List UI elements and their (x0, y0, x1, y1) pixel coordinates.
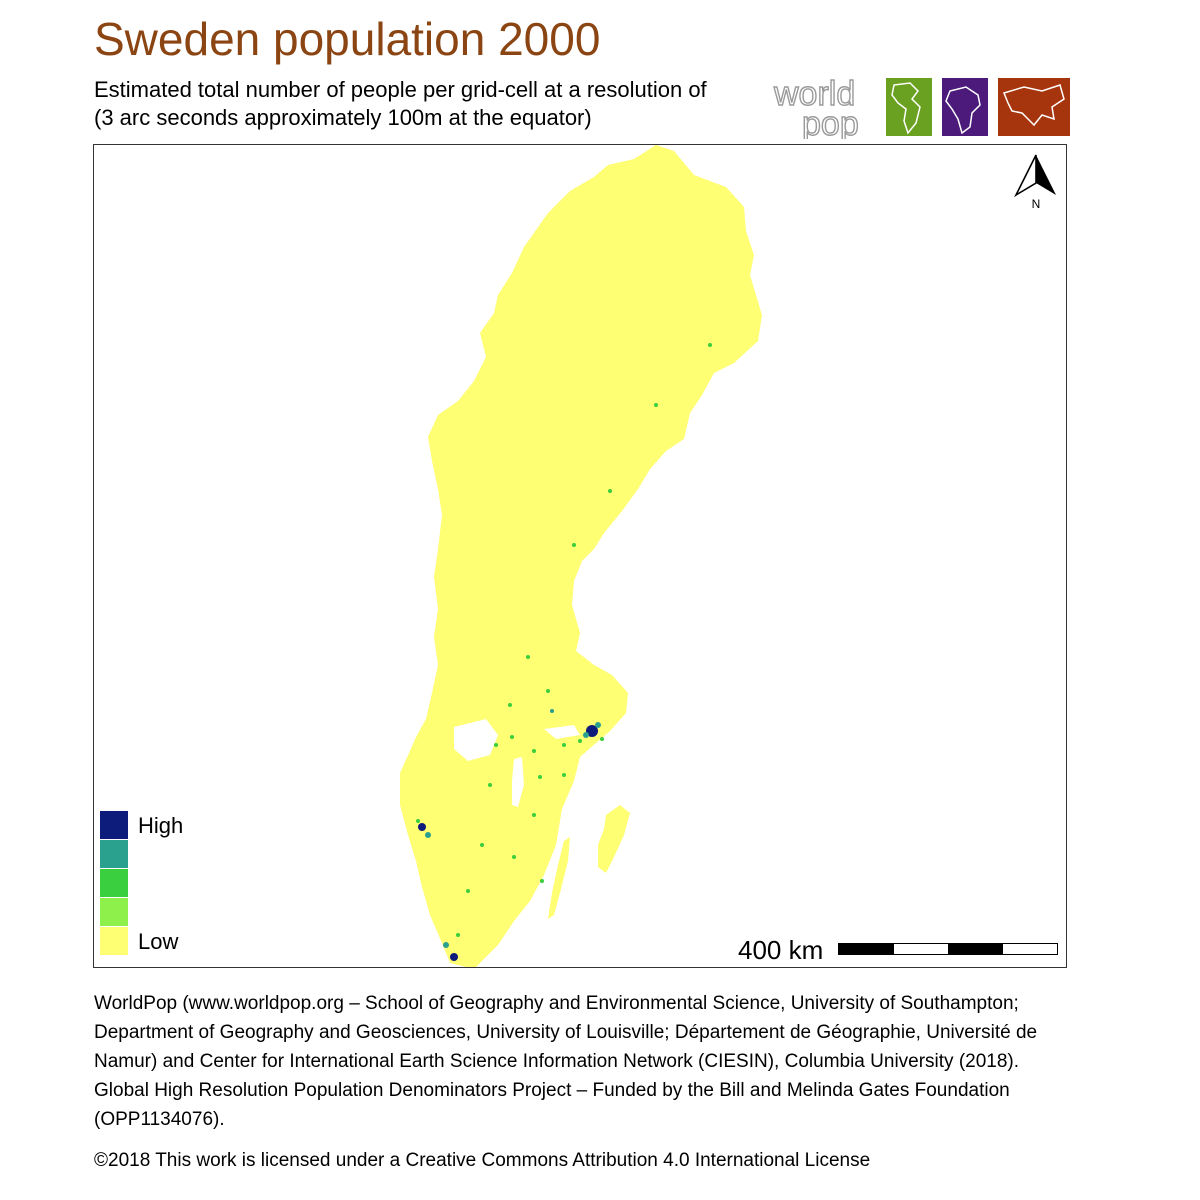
subtitle-line-1: Estimated total number of people per gri… (94, 77, 707, 102)
population-hotspot (562, 743, 566, 747)
scale-bar-segment (839, 944, 894, 954)
population-hotspot (586, 725, 598, 737)
legend-label-low: Low (138, 929, 179, 954)
population-hotspot (540, 879, 544, 883)
africa-icon (945, 86, 981, 135)
population-hotspot (450, 953, 458, 961)
worldpop-logo: world pop (772, 74, 1072, 144)
population-hotspot (654, 403, 658, 407)
scale-bar-graphic (838, 943, 1058, 955)
population-hotspot (532, 749, 536, 753)
population-hotspot (508, 703, 512, 707)
population-hotspot (600, 737, 604, 741)
asia-tile (998, 78, 1070, 136)
credits-text: WorldPop (www.worldpop.org – School of G… (94, 993, 1038, 1130)
population-hotspot (578, 739, 582, 743)
scale-bar-segment (948, 944, 1003, 954)
population-hotspot (526, 655, 530, 659)
asia-icon (1002, 84, 1065, 127)
legend-swatch-3 (100, 869, 128, 897)
population-hotspot (550, 709, 554, 713)
population-hotspot (425, 832, 431, 838)
logo-text-pop: pop (802, 105, 859, 139)
population-hotspot (480, 843, 484, 847)
sweden-land (400, 145, 762, 967)
population-hotspot (512, 855, 516, 859)
legend-swatch-4 (100, 898, 128, 926)
population-hotspot (494, 743, 498, 747)
lake-vanern (454, 719, 498, 761)
population-hotspot (583, 732, 589, 738)
population-hotspots (416, 343, 712, 961)
population-hotspot (466, 889, 470, 893)
scale-bar-segment (893, 944, 948, 954)
logo-text-world: world (773, 77, 855, 113)
americas-icon (891, 82, 921, 135)
legend-swatch-high (100, 811, 128, 839)
north-arrow-label: N (1032, 197, 1041, 209)
population-hotspot (418, 823, 426, 831)
lake-malaren (544, 725, 580, 739)
scale-bar-segment (1002, 944, 1057, 954)
subtitle-line-2: (3 arc seconds approximately 100m at the… (94, 105, 592, 130)
subtitle: Estimated total number of people per gri… (94, 76, 707, 132)
oland-land (548, 837, 570, 919)
population-hotspot (608, 489, 612, 493)
legend-label-high: High (138, 813, 184, 838)
population-hotspot (456, 933, 460, 937)
page-title: Sweden population 2000 (94, 13, 601, 65)
population-hotspot (532, 813, 536, 817)
legend-swatch-2 (100, 840, 128, 868)
population-map (400, 145, 762, 967)
population-hotspot (572, 543, 576, 547)
lake-vattern (512, 757, 524, 807)
north-arrow: N (1012, 153, 1060, 211)
north-arrow-icon (1036, 155, 1056, 195)
population-hotspot (595, 722, 601, 728)
scale-bar-label: 400 km (738, 935, 824, 965)
population-hotspot (538, 775, 542, 779)
population-hotspot (546, 689, 550, 693)
population-hotspot (562, 773, 566, 777)
gotland-land (598, 805, 630, 873)
population-hotspot (708, 343, 712, 347)
population-hotspot (488, 783, 492, 787)
population-hotspot (443, 942, 449, 948)
legend-swatch-low (100, 927, 128, 955)
scale-bar: 400 km (734, 931, 1064, 965)
population-hotspot (510, 735, 514, 739)
map-frame: N High Low 400 km (93, 144, 1067, 968)
population-hotspot (416, 819, 420, 823)
license-text: ©2018 This work is licensed under a Crea… (94, 1150, 871, 1171)
